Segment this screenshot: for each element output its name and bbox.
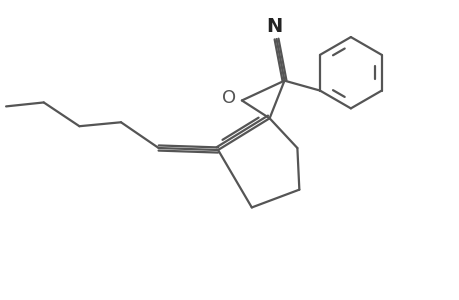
Text: N: N — [266, 17, 282, 36]
Text: O: O — [221, 89, 235, 107]
